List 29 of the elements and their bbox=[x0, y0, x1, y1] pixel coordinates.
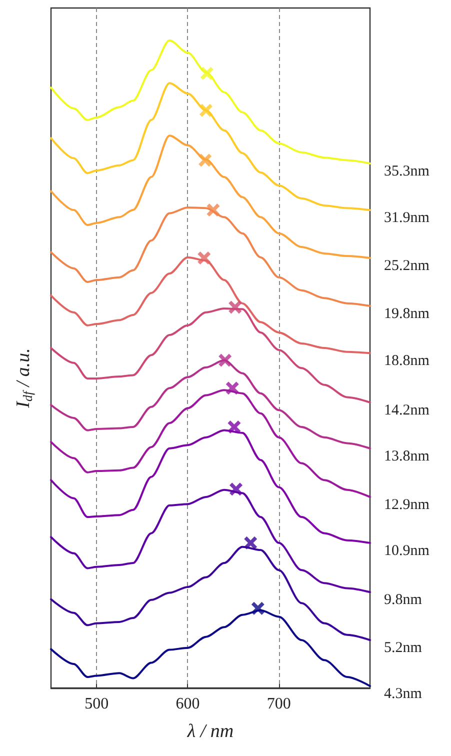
x-tick-label: 600 bbox=[176, 696, 200, 712]
series-label: 10.9nm bbox=[384, 542, 430, 559]
series-label: 35.3nm bbox=[384, 163, 430, 180]
series-label: 9.8nm bbox=[384, 592, 422, 608]
series-label: 13.8nm bbox=[384, 448, 430, 464]
series-label: 19.8nm bbox=[384, 306, 430, 322]
series-label: 5.2nm bbox=[384, 640, 422, 656]
point bbox=[198, 251, 211, 264]
point bbox=[251, 602, 264, 615]
point bbox=[228, 420, 241, 434]
x-axis-title: λ / nm bbox=[186, 721, 234, 742]
series-label: 12.9nm bbox=[384, 496, 430, 513]
x-tick-label: 500 bbox=[84, 696, 109, 712]
series-label: 14.2nm bbox=[384, 402, 430, 418]
point bbox=[244, 536, 258, 550]
point bbox=[228, 300, 242, 314]
point bbox=[218, 354, 232, 367]
x-tick-label: 700 bbox=[266, 696, 291, 712]
y-axis-title: Idf / a.u. bbox=[13, 348, 35, 409]
series-label: 4.3nm bbox=[384, 686, 422, 702]
series-label: 31.9nm bbox=[384, 210, 430, 226]
point bbox=[199, 104, 212, 117]
series-label: 18.8nm bbox=[384, 353, 430, 370]
point bbox=[230, 482, 243, 496]
point bbox=[206, 204, 220, 217]
point bbox=[198, 154, 212, 167]
series-label: 25.2nm bbox=[384, 258, 430, 274]
point bbox=[200, 66, 214, 80]
point bbox=[226, 382, 239, 395]
